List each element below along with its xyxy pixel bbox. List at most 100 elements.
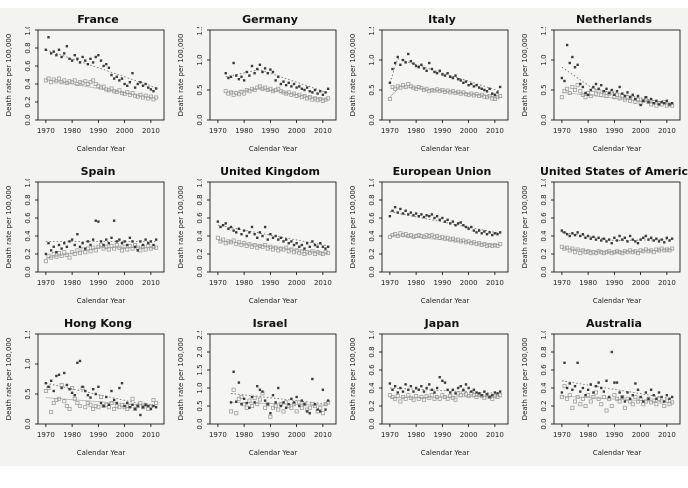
y-tick-label: 0.0 [196, 114, 204, 125]
y-tick-label: 0.2 [24, 248, 32, 259]
data-point-open [289, 92, 294, 97]
data-point-filled [49, 249, 53, 252]
data-point-filled [227, 76, 230, 80]
data-point-filled [414, 64, 418, 68]
data-point-open [578, 251, 583, 256]
data-point-filled [313, 403, 317, 406]
panel-hong-kong: Hong Kong 0.0 0.5 1.0 1.5 1970 1980 1990 2000 201… [0, 314, 172, 466]
data-point-filled [605, 379, 608, 382]
x-tick-label: 1980 [579, 279, 597, 287]
data-point-filled [621, 92, 624, 95]
x-tick-label: 1970 [553, 279, 571, 287]
data-point-open [474, 242, 479, 247]
data-point-filled [573, 233, 577, 237]
data-point-filled [253, 72, 256, 75]
x-tick-label: 2010 [486, 431, 504, 439]
data-point-filled [107, 242, 111, 245]
x-tick-label: 1990 [433, 431, 451, 439]
data-point-open [51, 401, 56, 406]
data-point-filled [496, 392, 499, 395]
data-point-filled [76, 361, 79, 364]
data-point-filled [303, 403, 306, 406]
panel-title-united-kingdom: United Kingdom [220, 165, 320, 178]
data-point-filled [303, 247, 306, 250]
data-point-open [323, 97, 328, 102]
data-point-filled [311, 377, 314, 381]
data-point-filled [65, 383, 69, 387]
data-point-filled [409, 60, 413, 63]
data-point-filled [94, 219, 97, 222]
data-point-filled [407, 388, 410, 391]
data-point-open [96, 405, 101, 410]
data-point-filled [449, 75, 452, 78]
data-point-filled [258, 63, 262, 66]
data-point-open [307, 405, 312, 410]
data-point-filled [470, 225, 473, 229]
data-point-open [242, 91, 247, 96]
data-point-filled [229, 75, 233, 78]
data-point-filled [126, 401, 129, 405]
x-tick-label: 1990 [605, 431, 623, 439]
y-tick-label: 0.2 [540, 400, 548, 411]
data-point-filled [94, 55, 97, 59]
data-point-filled [420, 385, 423, 388]
x-tick-label: 1980 [235, 279, 253, 287]
data-point-open [286, 90, 291, 95]
data-point-open [310, 249, 315, 254]
data-point-open [78, 80, 83, 85]
x-tick-label: 2010 [658, 279, 676, 287]
data-point-open [604, 94, 609, 99]
data-point-filled [428, 215, 431, 218]
data-point-filled [237, 227, 241, 230]
data-point-filled [292, 82, 296, 86]
data-point-filled [451, 388, 455, 391]
y-tick-label: 1.0 [368, 331, 376, 340]
data-point-filled [105, 63, 108, 66]
data-point-filled [300, 399, 304, 402]
data-point-filled [477, 392, 481, 395]
data-point-filled [649, 388, 653, 391]
y-tick-label: 1.0 [24, 358, 32, 369]
data-point-open [257, 243, 262, 248]
x-tick-label: 1980 [407, 279, 425, 287]
data-point-open [57, 76, 62, 81]
data-point-filled [253, 233, 256, 236]
x-tick-label: 2000 [288, 127, 306, 135]
data-point-filled [600, 239, 603, 242]
data-point-open [654, 247, 659, 252]
data-point-open [252, 88, 257, 93]
data-point-filled [573, 66, 577, 69]
data-point-open [622, 97, 627, 102]
data-point-filled [454, 224, 457, 227]
data-point-filled [597, 236, 600, 239]
chart-grid: France 0.0 0.2 0.4 0.6 0.8 1.0 1970 1980 1990 2000… [0, 8, 688, 466]
data-point-filled [668, 103, 671, 106]
data-point-filled [240, 403, 243, 406]
data-point-filled [324, 247, 327, 250]
y-axis-label: Death rate per 100,000 [521, 338, 529, 421]
data-point-filled [60, 247, 63, 250]
x-tick-label: 1980 [579, 127, 597, 135]
data-point-filled [417, 388, 420, 391]
data-point-filled [600, 84, 603, 87]
x-axis-label: Calendar Year [593, 297, 642, 305]
data-point-filled [308, 90, 311, 93]
data-point-open [75, 248, 80, 253]
data-point-open [458, 91, 463, 96]
panel-japan: Japan 0.0 0.2 0.4 0.6 0.8 1.0 1970 1980 1990 2000 2… [344, 314, 516, 466]
y-tick-label: 1.0 [540, 331, 548, 340]
data-point-filled [313, 243, 317, 247]
data-point-filled [235, 74, 238, 77]
data-point-open [432, 234, 437, 239]
data-point-filled [110, 73, 113, 77]
data-point-open [289, 405, 294, 410]
data-point-filled [663, 102, 666, 105]
data-point-filled [600, 386, 603, 390]
data-point-filled [459, 385, 462, 388]
plot-germany: 0.0 0.5 1.0 1.5 1970 1980 1990 2000 2010 Calendar… [177, 27, 337, 153]
data-point-open [120, 91, 125, 96]
y-tick-label: 0.8 [24, 42, 32, 53]
data-point-open [651, 250, 656, 255]
data-point-filled [420, 213, 423, 216]
data-point-open [573, 88, 578, 93]
